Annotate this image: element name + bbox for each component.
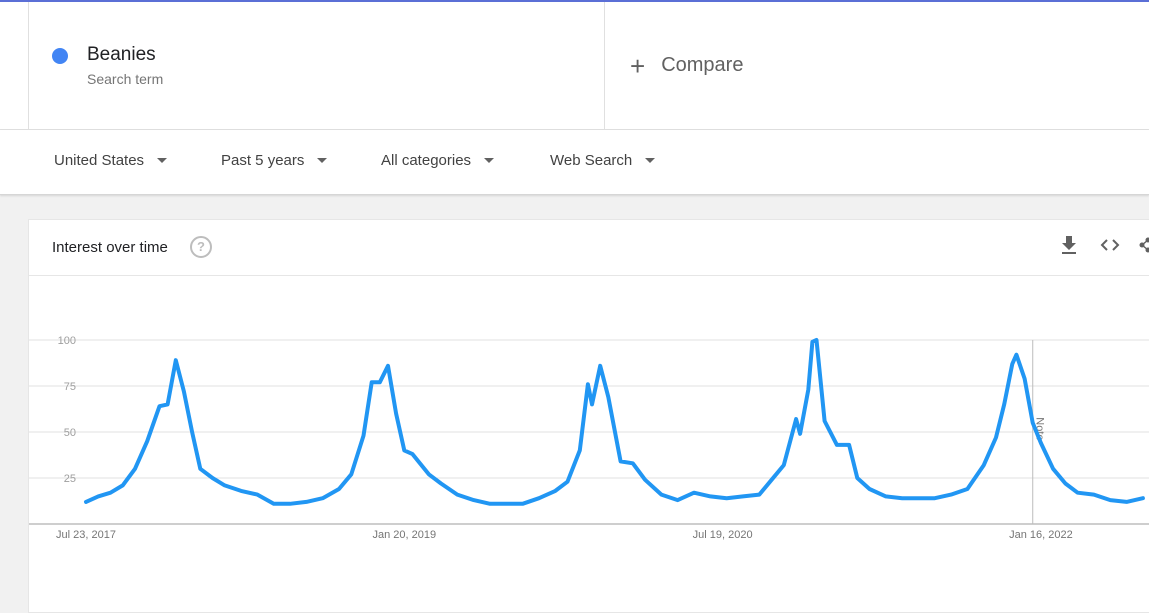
plus-icon: +: [630, 50, 646, 81]
chevron-down-icon: [317, 158, 328, 163]
y-tick-label: 75: [64, 381, 76, 393]
interest-line-chart: 25 50 75 100 Jul 23, 2017 Jan 20, 2019 Jul 19…: [29, 335, 1149, 541]
period-label: Past 5 years: [221, 152, 305, 169]
card-header: Interest over time ?: [29, 220, 1149, 276]
card-title: Interest over time: [52, 239, 168, 256]
download-icon[interactable]: [1060, 234, 1078, 261]
x-tick-label: Jan 20, 2019: [372, 529, 436, 541]
filter-bar: United States Past 5 years All categorie…: [0, 130, 1149, 195]
search-term-type: Search term: [87, 71, 164, 87]
x-tick-label: Jul 19, 2020: [693, 529, 753, 541]
embed-code-icon[interactable]: [1099, 234, 1121, 261]
compare-button[interactable]: + Compare: [630, 50, 744, 81]
help-circle-icon[interactable]: ?: [190, 236, 212, 258]
series-line-beanies: [84, 338, 1145, 506]
y-tick-label: 100: [58, 335, 76, 347]
y-tick-label: 50: [64, 427, 76, 439]
search-type-dropdown[interactable]: Web Search: [550, 152, 656, 169]
region-label: United States: [54, 152, 145, 169]
x-tick-label: Jul 23, 2017: [56, 529, 116, 541]
y-tick-label: 25: [64, 473, 76, 485]
period-dropdown[interactable]: Past 5 years: [221, 152, 328, 169]
x-tick-label: Jan 16, 2022: [1009, 529, 1073, 541]
search-type-label: Web Search: [550, 152, 633, 169]
search-term-name[interactable]: Beanies: [87, 44, 156, 65]
top-accent-line: [0, 0, 1149, 2]
chevron-down-icon: [645, 158, 656, 163]
search-header: Beanies Search term + Compare: [0, 2, 1149, 130]
interest-over-time-card: Interest over time ? 25 50 75 100 Jul 23, 2…: [28, 219, 1149, 613]
category-label: All categories: [381, 152, 472, 169]
chevron-down-icon: [484, 158, 495, 163]
share-icon[interactable]: [1139, 234, 1149, 261]
compare-label: Compare: [661, 54, 744, 76]
search-term-card[interactable]: Beanies Search term: [28, 2, 605, 129]
category-dropdown[interactable]: All categories: [381, 152, 495, 169]
term-color-dot: [52, 48, 68, 64]
chevron-down-icon: [157, 158, 168, 163]
region-dropdown[interactable]: United States: [54, 152, 168, 169]
